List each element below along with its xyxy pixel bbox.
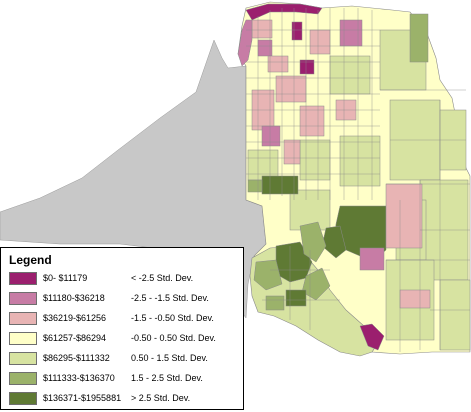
legend-range: $11180-$36218 [43, 293, 105, 303]
legend-swatch [9, 352, 37, 365]
legend-range: $136371-$1955881 [43, 393, 122, 403]
low-income-coast-south [359, 323, 385, 351]
legend-title: Legend [9, 253, 52, 267]
legend-swatch [9, 372, 37, 385]
legend-swatch [9, 292, 37, 305]
legend-row-5: $86295-$111332 0.50 - 1.5 Std. Dev. [9, 352, 239, 367]
legend-row-1: $0- $11179 < -2.5 Std. Dev. [9, 272, 239, 287]
legend-swatch [9, 392, 37, 405]
legend-std-dev: < -2.5 Std. Dev. [131, 273, 194, 283]
legend-panel: Legend $0- $11179 < -2.5 Std. Dev. $1118… [0, 247, 244, 410]
legend-std-dev: 1.5 - 2.5 Std. Dev. [131, 373, 203, 383]
legend-swatch [9, 272, 37, 285]
legend-row-3: $36219-$61256 -1.5 - -0.50 Std. Dev. [9, 312, 239, 327]
legend-std-dev: -1.5 - -0.50 Std. Dev. [131, 313, 214, 323]
legend-row-2: $11180-$36218 -2.5 - -1.5 Std. Dev. [9, 292, 239, 307]
low-income-coast-west [237, 19, 253, 67]
legend-row-4: $61257-$86294 -0.50 - 0.50 Std. Dev. [9, 332, 239, 347]
legend-std-dev: 0.50 - 1.5 Std. Dev. [131, 353, 208, 363]
legend-range: $36219-$61256 [43, 313, 107, 323]
legend-swatch [9, 312, 37, 325]
legend-range: $61257-$86294 [43, 333, 107, 343]
legend-std-dev: -0.50 - 0.50 Std. Dev. [131, 333, 216, 343]
legend-std-dev: > 2.5 Std. Dev. [131, 393, 191, 403]
legend-range: $0- $11179 [43, 273, 88, 283]
legend-range: $111333-$136370 [43, 373, 115, 383]
legend-row-6: $111333-$136370 1.5 - 2.5 Std. Dev. [9, 372, 239, 387]
legend-range: $86295-$111332 [43, 353, 110, 363]
legend-std-dev: -2.5 - -1.5 Std. Dev. [131, 293, 209, 303]
legend-swatch [9, 332, 37, 345]
legend-row-7: $136371-$1955881 > 2.5 Std. Dev. [9, 392, 239, 407]
tract-boundaries [246, 8, 470, 352]
